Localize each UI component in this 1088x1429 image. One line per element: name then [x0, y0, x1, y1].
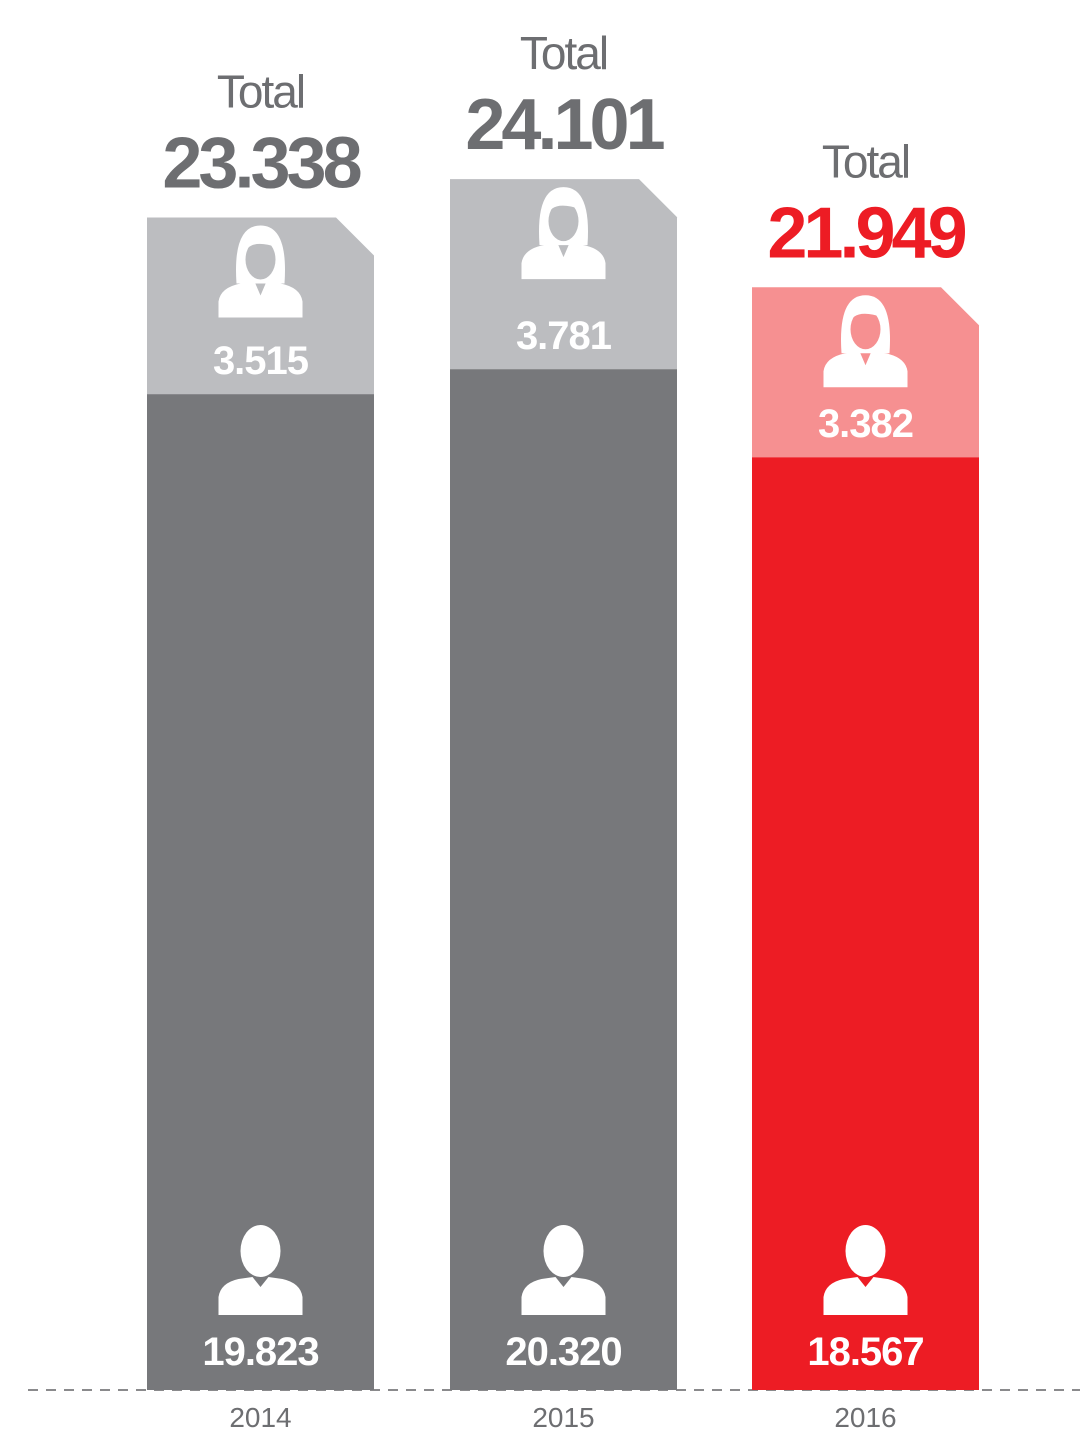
icon-face [548, 201, 579, 242]
male-icon [218, 1225, 303, 1315]
icon-body [218, 281, 303, 318]
value-label: 3.382 [818, 402, 913, 446]
total-caption: Total [520, 27, 607, 79]
icon-body [521, 243, 606, 280]
total-value: 21.949 [767, 193, 965, 273]
value-label: 3.781 [516, 314, 612, 358]
female-icon [218, 225, 303, 318]
male-icon [521, 1225, 606, 1315]
total-caption: Total [217, 65, 304, 117]
value-label: 19.823 [202, 1330, 318, 1374]
icon-face [245, 239, 276, 280]
female-icon [823, 295, 908, 388]
icon-body [823, 1277, 908, 1315]
total-caption: Total [822, 135, 909, 187]
icon-body [823, 351, 908, 388]
value-label: 18.567 [807, 1330, 923, 1374]
icon-body [218, 1277, 303, 1315]
total-value: 24.101 [465, 85, 664, 165]
icon-fringe [546, 196, 581, 218]
x-tick-label: 2014 [229, 1402, 291, 1429]
icon-fringe [848, 304, 883, 326]
male-icon [823, 1225, 908, 1315]
total-value: 23.338 [162, 123, 360, 203]
x-tick-label: 2016 [834, 1402, 896, 1429]
female-icon [521, 187, 606, 280]
icon-head [543, 1225, 584, 1277]
icon-body [521, 1277, 606, 1315]
icon-face [850, 309, 881, 350]
icon-head [845, 1225, 886, 1277]
bar-segment [450, 369, 677, 1390]
x-tick-label: 2015 [532, 1402, 594, 1429]
value-label: 3.515 [213, 339, 309, 383]
icon-head [240, 1225, 281, 1277]
value-label: 20.320 [505, 1330, 621, 1374]
bar-segment [147, 394, 374, 1391]
icon-fringe [243, 234, 278, 256]
